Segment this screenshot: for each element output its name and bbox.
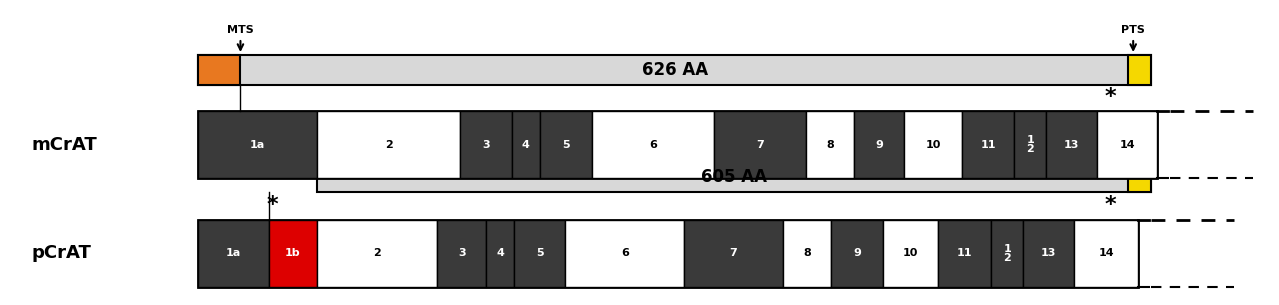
Text: 4: 4 — [522, 140, 530, 150]
Text: 3: 3 — [482, 140, 490, 150]
Bar — [486, 220, 514, 287]
Text: 7: 7 — [729, 248, 738, 258]
Bar — [1074, 220, 1138, 287]
Bar — [198, 55, 240, 85]
Text: pCrAT: pCrAT — [32, 244, 92, 262]
Bar — [269, 220, 317, 287]
Text: mCrAT: mCrAT — [32, 136, 97, 154]
Text: *: * — [1104, 87, 1117, 107]
Text: 9: 9 — [853, 248, 861, 258]
Bar — [854, 111, 904, 178]
Text: 8: 8 — [803, 248, 811, 258]
Bar — [514, 220, 565, 287]
Text: 11: 11 — [980, 140, 996, 150]
Bar — [962, 111, 1014, 178]
Bar — [904, 111, 962, 178]
Bar — [317, 162, 1151, 192]
Bar — [512, 111, 540, 178]
Text: 5: 5 — [536, 248, 544, 258]
Bar — [317, 111, 460, 178]
Text: 14: 14 — [1119, 140, 1136, 150]
Text: 1a: 1a — [251, 140, 265, 150]
Bar — [565, 220, 684, 287]
Text: 5: 5 — [563, 140, 569, 150]
Text: 3: 3 — [458, 248, 466, 258]
Bar — [684, 220, 783, 287]
Bar — [437, 220, 486, 287]
Text: 14: 14 — [1099, 248, 1114, 258]
Bar — [1023, 220, 1074, 287]
Bar — [714, 111, 806, 178]
Text: 6: 6 — [648, 140, 657, 150]
Text: 2: 2 — [385, 140, 393, 150]
Bar — [540, 111, 592, 178]
Text: 1b: 1b — [285, 248, 301, 258]
Bar — [1128, 55, 1151, 85]
Bar — [1046, 111, 1097, 178]
Text: 13: 13 — [1064, 140, 1079, 150]
Bar — [831, 220, 883, 287]
Text: 10: 10 — [902, 248, 918, 258]
Bar — [1128, 162, 1151, 192]
Bar — [198, 111, 1157, 178]
Text: 9: 9 — [875, 140, 884, 150]
Text: PTS: PTS — [1122, 25, 1145, 35]
Bar — [1097, 111, 1157, 178]
Bar — [198, 220, 269, 287]
Text: 605 AA: 605 AA — [701, 168, 767, 186]
Text: 1
2: 1 2 — [1003, 244, 1012, 263]
Text: MTS: MTS — [228, 25, 253, 35]
Bar — [991, 220, 1023, 287]
Bar — [783, 220, 831, 287]
Text: 8: 8 — [826, 140, 834, 150]
Bar — [198, 111, 317, 178]
Text: 1
2: 1 2 — [1026, 135, 1035, 154]
Bar — [198, 55, 1151, 85]
Bar — [592, 111, 714, 178]
Bar — [883, 220, 938, 287]
Text: 13: 13 — [1041, 248, 1056, 258]
Text: 4: 4 — [496, 248, 504, 258]
Text: 626 AA: 626 AA — [642, 61, 707, 79]
Text: 1a: 1a — [226, 248, 240, 258]
Bar — [938, 220, 991, 287]
Text: *: * — [1104, 195, 1117, 215]
Bar — [1014, 111, 1046, 178]
Text: 6: 6 — [620, 248, 629, 258]
Bar — [806, 111, 854, 178]
Text: 11: 11 — [957, 248, 972, 258]
Bar — [460, 111, 512, 178]
Bar — [198, 220, 1138, 287]
Bar — [317, 220, 437, 287]
Bar — [198, 55, 240, 85]
Bar — [1128, 55, 1151, 85]
Text: *: * — [266, 195, 279, 215]
Text: 10: 10 — [925, 140, 941, 150]
Text: 2: 2 — [373, 248, 381, 258]
Bar — [1128, 162, 1151, 192]
Text: 7: 7 — [756, 140, 764, 150]
